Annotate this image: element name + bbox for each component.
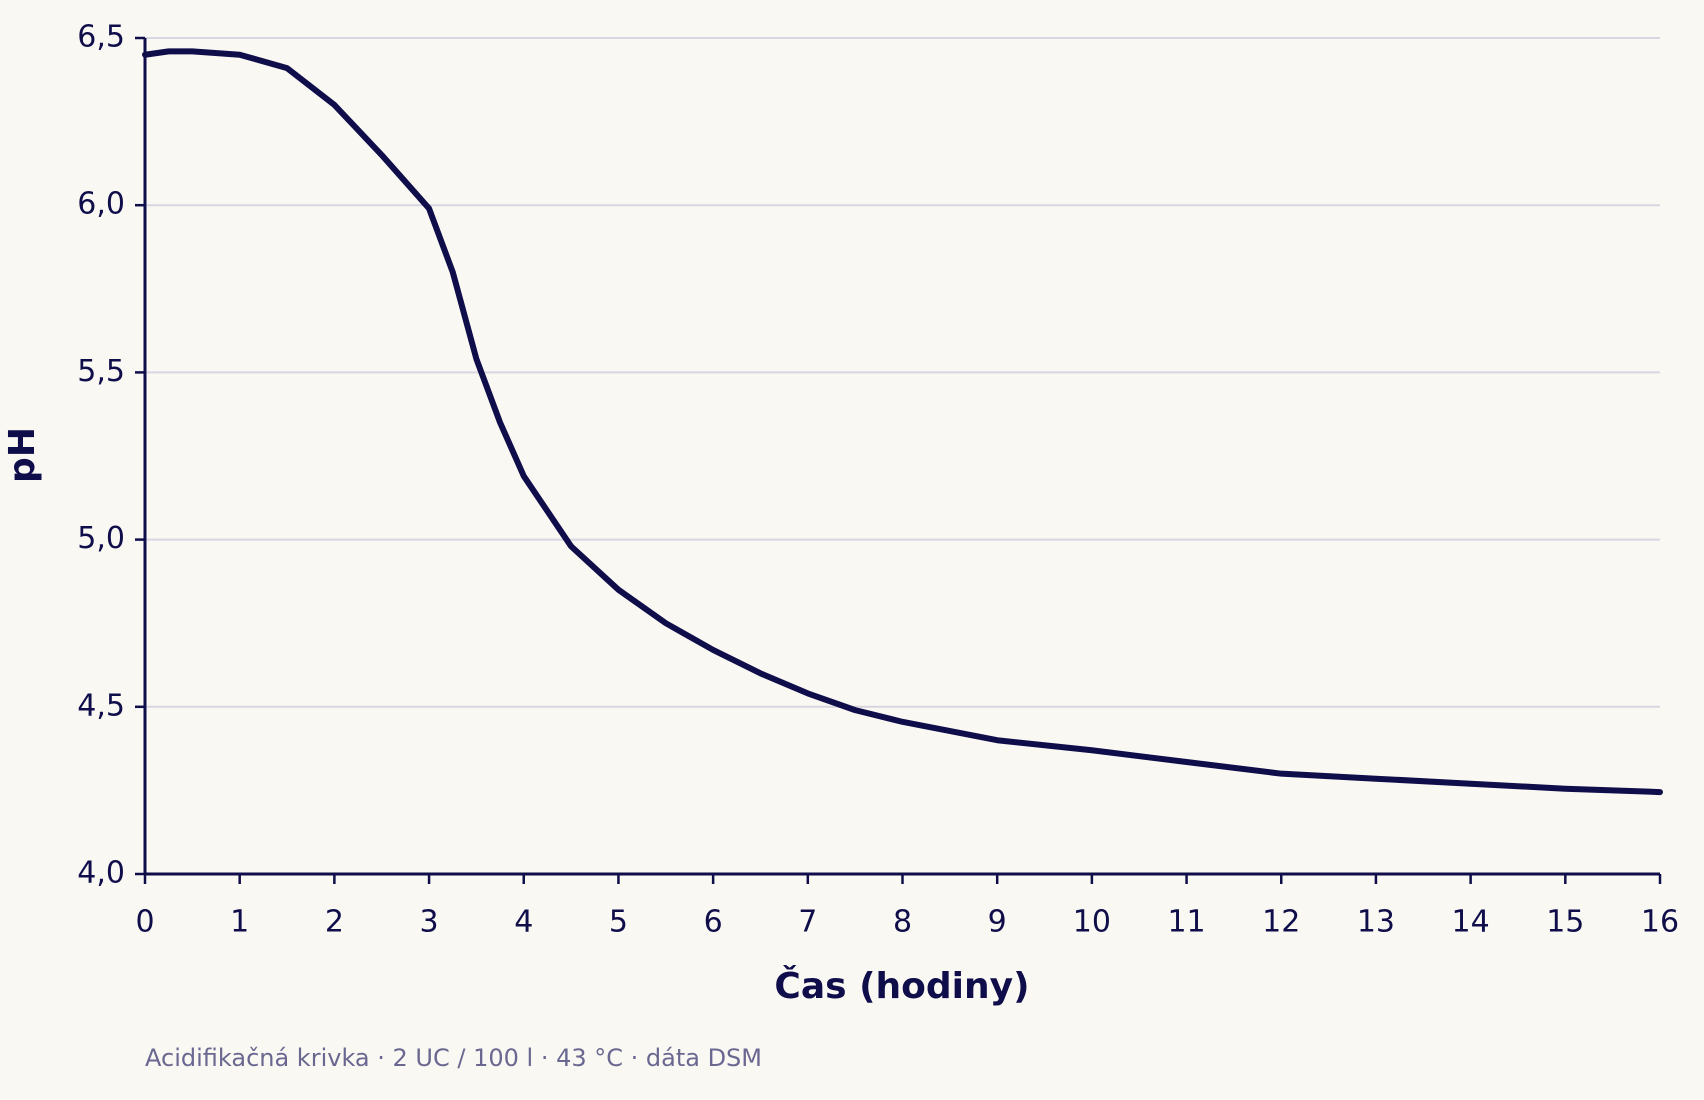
y-tick-label: 5,0 xyxy=(77,521,125,556)
x-tick-label: 15 xyxy=(1546,905,1584,940)
x-tick-label: 14 xyxy=(1452,905,1490,940)
y-tick-label: 4,0 xyxy=(77,856,125,891)
x-tick-label: 4 xyxy=(514,905,533,940)
caption: Acidifikačná krivka · 2 UC / 100 l · 43 … xyxy=(145,1044,762,1072)
x-tick-label: 5 xyxy=(609,905,628,940)
y-tick-label: 4,5 xyxy=(77,688,125,723)
x-tick-label: 2 xyxy=(325,905,344,940)
x-tick-label: 9 xyxy=(988,905,1007,940)
y-tick-label: 5,5 xyxy=(77,354,125,389)
y-tick-label: 6,0 xyxy=(77,187,125,222)
x-tick-label: 10 xyxy=(1073,905,1111,940)
x-tick-label: 8 xyxy=(893,905,912,940)
x-tick-label: 0 xyxy=(135,905,154,940)
x-tick-label: 16 xyxy=(1641,905,1679,940)
x-tick-label: 13 xyxy=(1357,905,1395,940)
x-tick-label: 3 xyxy=(420,905,439,940)
x-axis-title: Čas (hodiny) xyxy=(774,965,1029,1007)
x-tick-label: 6 xyxy=(704,905,723,940)
y-tick-label: 6,5 xyxy=(77,20,125,55)
x-tick-label: 1 xyxy=(230,905,249,940)
y-axis-title: pH xyxy=(2,427,43,483)
x-tick-label: 12 xyxy=(1262,905,1300,940)
x-tick-label: 7 xyxy=(798,905,817,940)
data-line xyxy=(142,48,1663,796)
x-tick-label: 11 xyxy=(1167,905,1205,940)
